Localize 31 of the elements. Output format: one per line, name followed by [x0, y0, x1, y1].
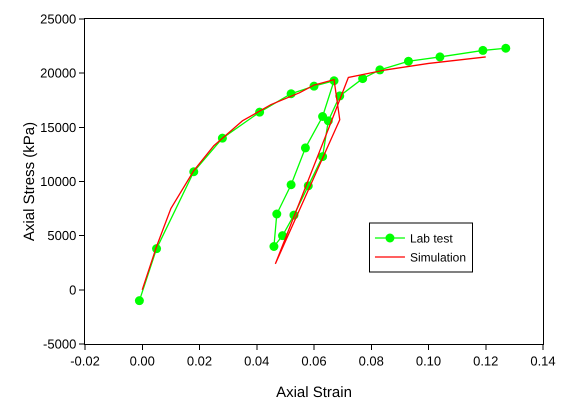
y-axis-title: Axial Stress (kPa) [21, 122, 38, 242]
y-tick-label: 10000 [40, 174, 76, 190]
x-tick-label: 0.04 [244, 354, 270, 369]
point [134, 296, 144, 306]
y-tick-label: -5000 [43, 336, 76, 352]
x-tick-label: 0.10 [416, 354, 442, 369]
y-tick-label: 15000 [40, 120, 76, 135]
y-tick-label: 25000 [40, 12, 76, 27]
point [358, 74, 368, 84]
point [300, 143, 310, 152]
x-tick-label: 0.02 [186, 354, 212, 369]
x-tick-label: 0.12 [473, 354, 498, 369]
x-tick-label: 0.00 [130, 354, 155, 369]
point [478, 46, 488, 55]
point [269, 242, 278, 251]
y-tick-label: 5000 [47, 228, 76, 244]
x-tick-label: 0.14 [530, 354, 556, 369]
line-series [142, 56, 486, 290]
legend-label: Lab test [410, 232, 454, 246]
x-axis-title: Axial Strain [276, 384, 352, 401]
legend-label: Simulation [410, 250, 466, 265]
x-tick-label: 0.06 [301, 354, 327, 369]
x-tick-label: 0.08 [358, 354, 384, 369]
point [435, 52, 444, 62]
x-tick-label: -0.02 [70, 354, 100, 369]
point [404, 56, 413, 66]
y-tick-label: 0 [69, 282, 76, 298]
point [501, 44, 510, 53]
point [272, 210, 282, 218]
y-tick-label: 20000 [40, 66, 76, 81]
point [286, 180, 296, 190]
